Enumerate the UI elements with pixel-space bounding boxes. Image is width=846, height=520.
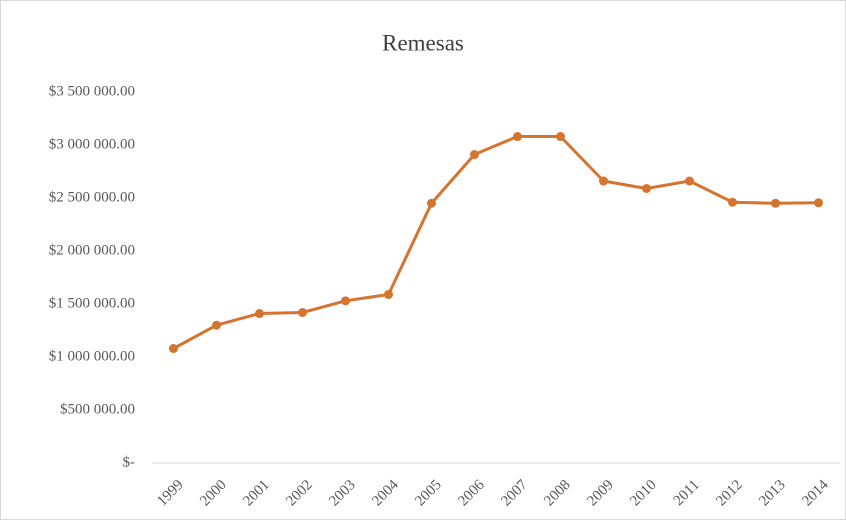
data-point bbox=[298, 307, 307, 317]
chart-title: Remesas bbox=[382, 30, 464, 55]
data-point bbox=[771, 198, 780, 208]
data-line bbox=[172, 135, 819, 350]
data-point bbox=[814, 198, 823, 208]
y-tick-label: $3 000 000.00 bbox=[49, 136, 135, 152]
data-point bbox=[427, 198, 436, 208]
data-point bbox=[728, 197, 737, 207]
data-point bbox=[642, 183, 651, 193]
y-tick-label: $2 500 000.00 bbox=[49, 189, 135, 205]
y-tick-label: $1 000 000.00 bbox=[49, 348, 135, 364]
data-point bbox=[470, 150, 479, 160]
y-tick-label: $500 000.00 bbox=[60, 401, 135, 417]
data-point bbox=[384, 289, 393, 299]
y-tick-label: $1 500 000.00 bbox=[49, 295, 135, 311]
data-point bbox=[169, 344, 178, 354]
y-tick-label: $3 500 000.00 bbox=[49, 83, 135, 99]
y-tick-label: $- bbox=[123, 454, 136, 470]
data-point bbox=[212, 320, 221, 330]
data-point bbox=[341, 296, 350, 306]
data-point bbox=[255, 309, 264, 319]
data-point bbox=[599, 176, 608, 186]
y-tick-label: $2 000 000.00 bbox=[49, 242, 135, 258]
data-point bbox=[556, 132, 565, 142]
data-point bbox=[513, 132, 522, 142]
data-point bbox=[685, 176, 694, 186]
